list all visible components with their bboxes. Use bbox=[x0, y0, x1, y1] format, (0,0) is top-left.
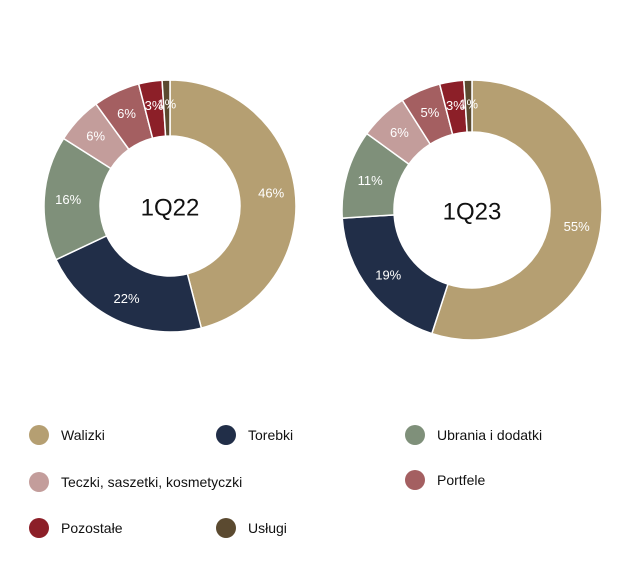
slice-label-torebki: 19% bbox=[375, 267, 401, 282]
legend-swatch-teczki bbox=[29, 472, 49, 492]
legend-item-torebki: Torebki bbox=[216, 425, 293, 445]
legend-item-uslugi: Usługi bbox=[216, 518, 287, 538]
legend-label: Pozostałe bbox=[61, 520, 123, 536]
legend-item-walizki: Walizki bbox=[29, 425, 105, 445]
slice-walizki bbox=[169, 79, 297, 329]
legend-label: Teczki, saszetki, kosmetyczki bbox=[61, 474, 243, 490]
slice-us-ugi bbox=[161, 79, 171, 137]
legend-item-ubrania-i-dodatki: Ubrania i dodatki bbox=[405, 425, 542, 445]
legend-label: Torebki bbox=[248, 427, 294, 443]
legend-swatch-walizki bbox=[29, 425, 49, 445]
slice-walizki bbox=[430, 79, 603, 341]
legend-swatch-uslugi bbox=[216, 518, 236, 538]
slice-label-us-ugi: 1% bbox=[157, 97, 176, 112]
slice-label-walizki: 46% bbox=[258, 186, 284, 201]
slice-torebki bbox=[54, 234, 203, 333]
legend-item-pozostale: Pozostałe bbox=[29, 518, 122, 538]
slice-label-teczki-saszetki-kosmetyczki: 6% bbox=[86, 129, 105, 144]
legend-label: Usługi bbox=[248, 520, 287, 536]
slice-label-ubrania-i-dodatki: 16% bbox=[55, 192, 81, 207]
center-label: 1Q23 bbox=[443, 199, 502, 226]
slice-us-ugi bbox=[463, 79, 473, 133]
legend-label: Walizki bbox=[61, 427, 105, 443]
slice-label-walizki: 55% bbox=[564, 219, 590, 234]
donut-chart-1q22: 46% 22% 16% 6% 6% 3%1% 1Q22 bbox=[43, 79, 297, 333]
slice-label-ubrania-i-dodatki: 11% bbox=[358, 173, 383, 188]
legend-label: Ubrania i dodatki bbox=[437, 427, 543, 443]
legend-swatch-ubrania-i-dodatki bbox=[405, 425, 425, 445]
legend-swatch-portfele bbox=[405, 470, 425, 490]
donut-chart-1q23: 55% 19% 11% 6% 5% 3%1% 1Q23 bbox=[341, 79, 603, 341]
legend-item-portfele: Portfele bbox=[405, 470, 485, 490]
center-label: 1Q22 bbox=[141, 195, 200, 222]
slice-label-portfele: 6% bbox=[117, 106, 136, 121]
slice-label-portfele: 5% bbox=[421, 105, 440, 120]
legend-swatch-torebki bbox=[216, 425, 236, 445]
slice-label-teczki-saszetki-kosmetyczki: 6% bbox=[390, 125, 409, 140]
slice-label-pozosta-e: 3% bbox=[446, 98, 465, 113]
legend-label: Portfele bbox=[437, 472, 486, 488]
legend-swatch-pozostale bbox=[29, 518, 49, 538]
slice-label-pozosta-e: 3% bbox=[145, 98, 164, 113]
legend-item-teczki: Teczki, saszetki, kosmetyczki bbox=[29, 472, 242, 492]
slice-label-torebki: 22% bbox=[114, 291, 140, 306]
slice-label-us-ugi: 1% bbox=[459, 97, 478, 112]
